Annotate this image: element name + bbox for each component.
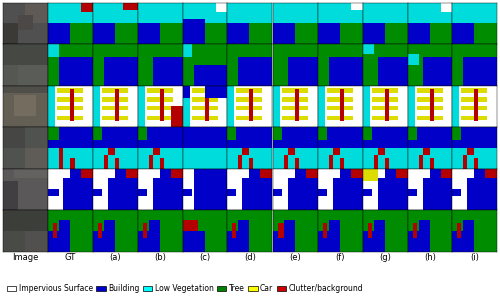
Text: GT: GT [64,253,76,262]
Text: (f): (f) [335,253,344,262]
Text: (h): (h) [424,253,436,262]
Legend: Impervious Surface, Building, Low Vegetation, Tree, Car, Clutter/background: Impervious Surface, Building, Low Vegeta… [6,284,364,294]
Text: (g): (g) [379,253,391,262]
Text: (a): (a) [109,253,121,262]
Text: (d): (d) [244,253,256,262]
Text: (e): (e) [289,253,301,262]
Text: Image: Image [12,253,38,262]
Text: (b): (b) [154,253,166,262]
Text: (i): (i) [470,253,480,262]
Text: (c): (c) [200,253,210,262]
